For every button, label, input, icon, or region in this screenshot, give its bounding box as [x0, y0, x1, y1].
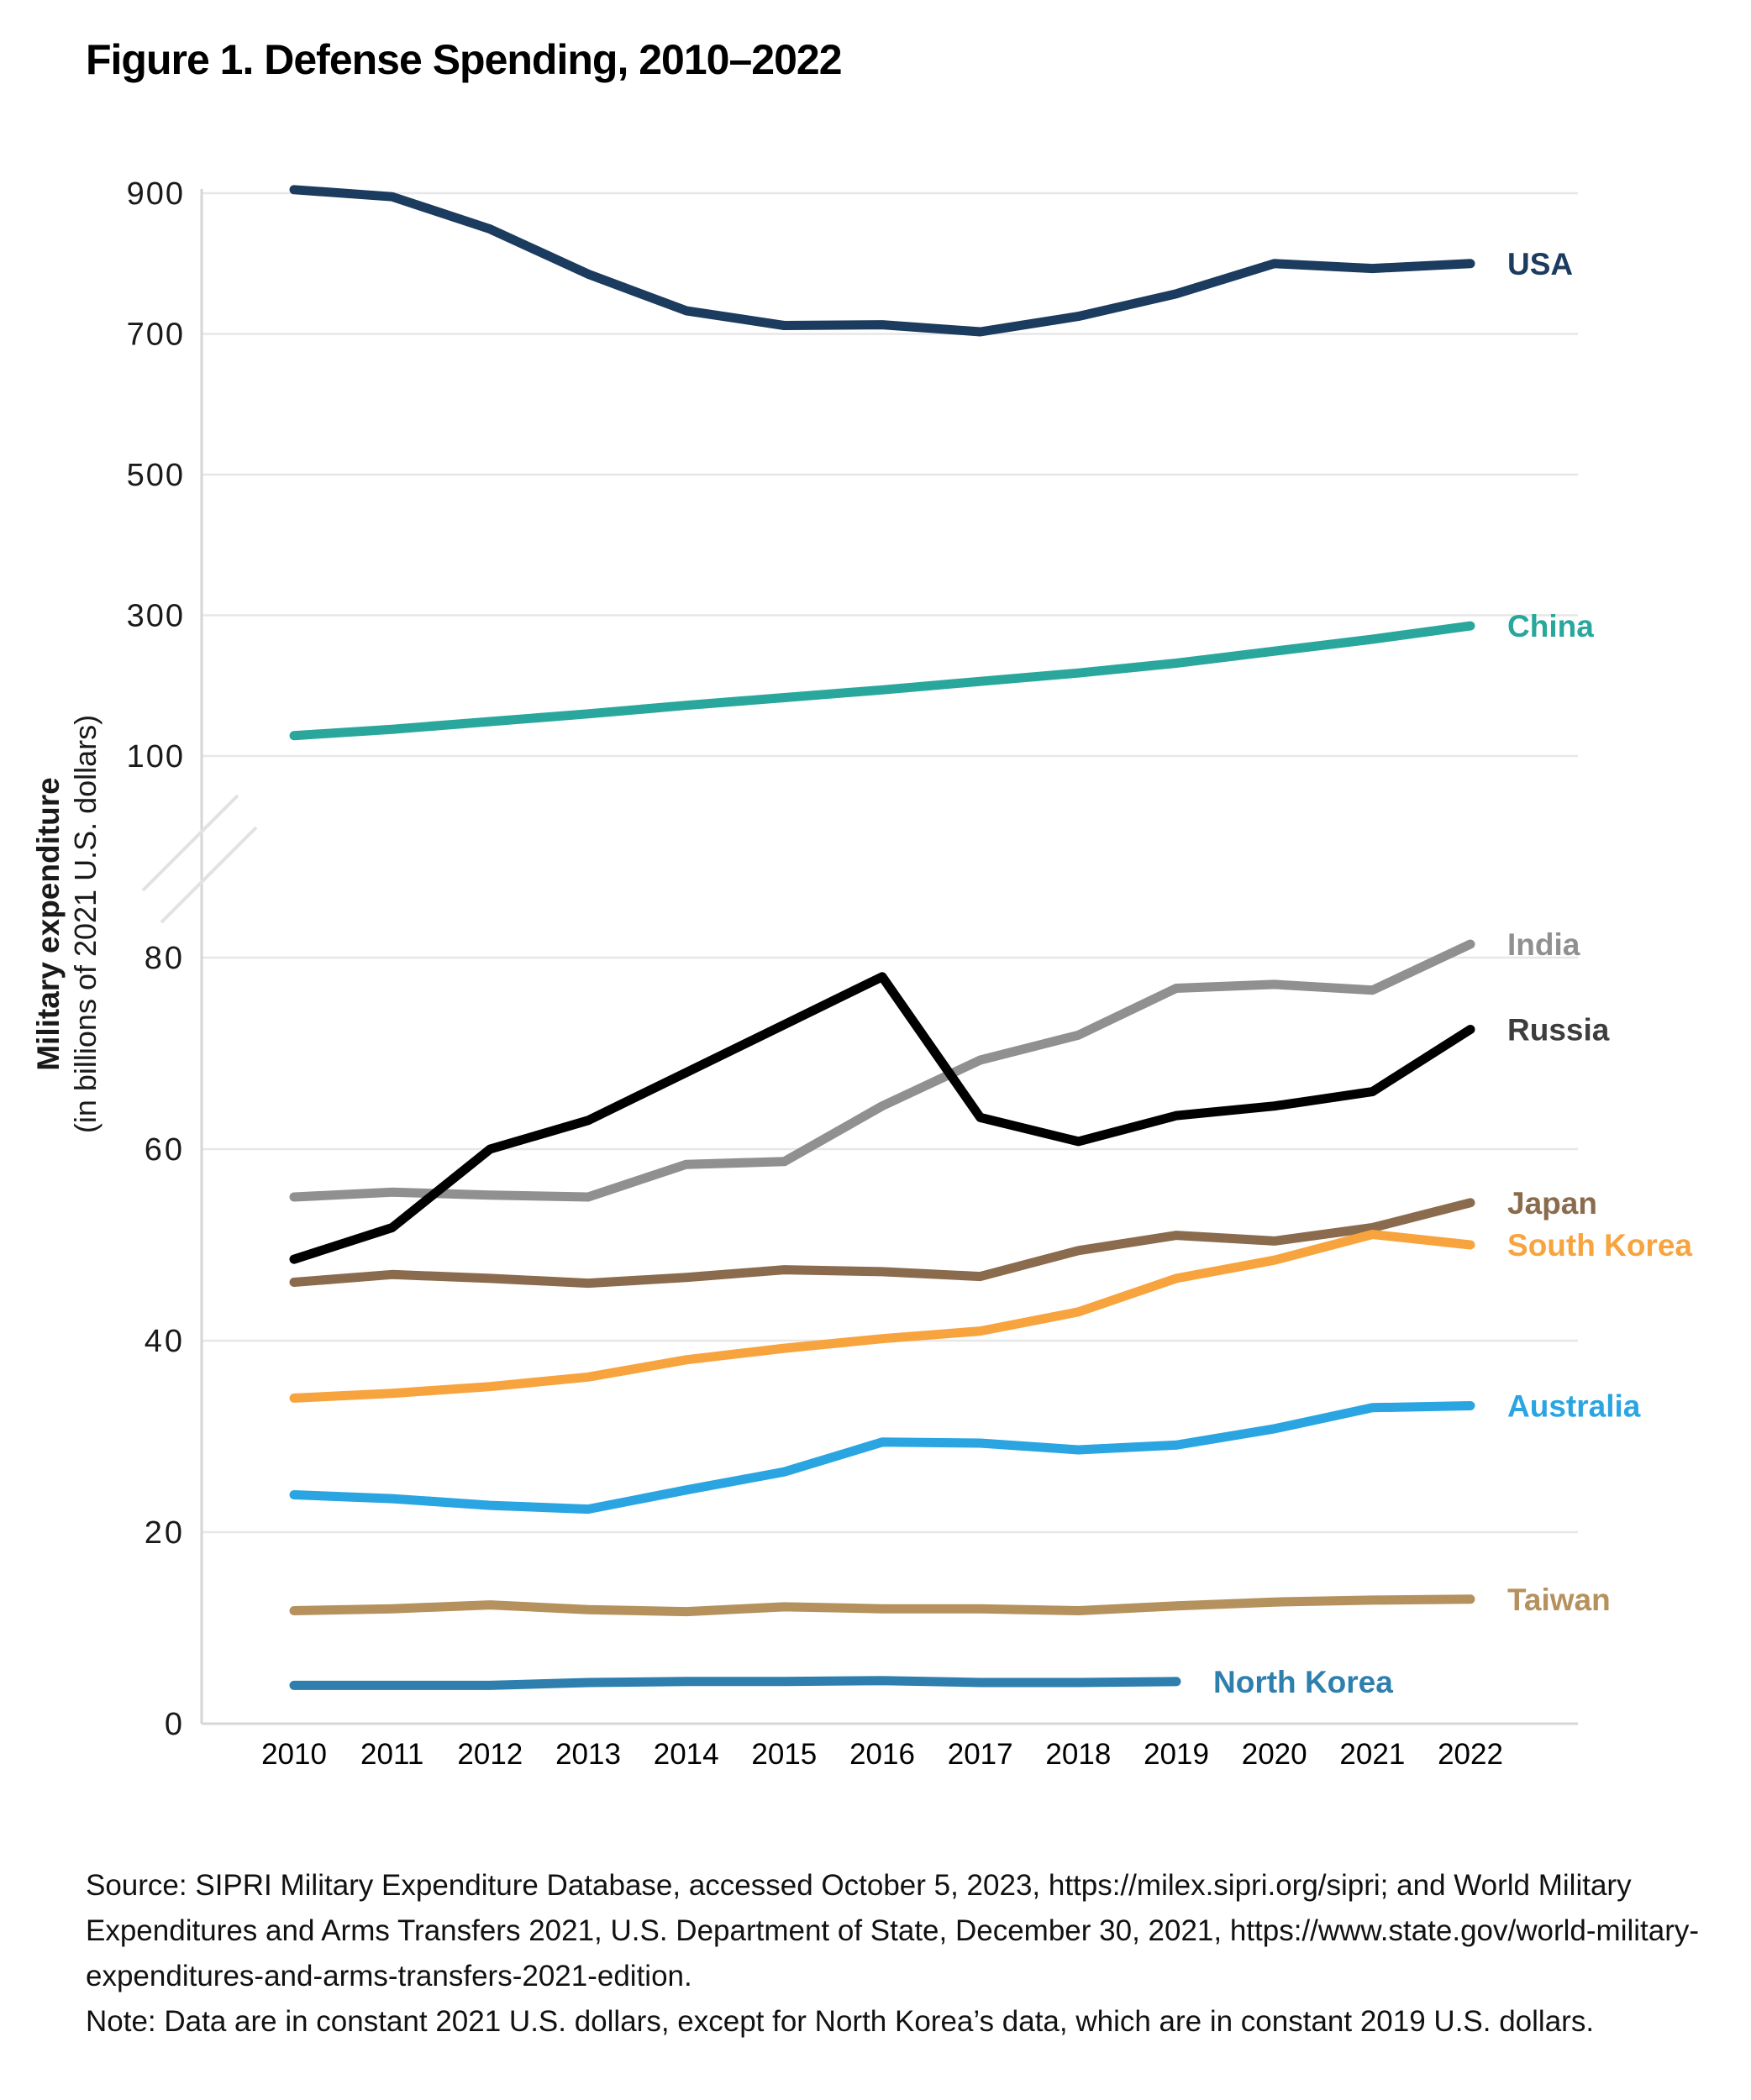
source-note: Source: SIPRI Military Expenditure Datab… [86, 1863, 1699, 2045]
source-line: Source: SIPRI Military Expenditure Datab… [86, 1869, 1632, 1902]
series-line-south-korea [289, 1230, 1475, 1403]
series-label-japan: Japan [1507, 1186, 1597, 1221]
series-label-australia: Australia [1507, 1389, 1641, 1424]
y-tick-label-40: 40 [145, 1324, 185, 1359]
series-line-usa [289, 185, 1475, 337]
x-tick-label-2012: 2012 [457, 1738, 523, 1771]
series-label-taiwan: Taiwan [1507, 1583, 1611, 1617]
source-line: expenditures-and-arms-transfers-2021-edi… [86, 1960, 692, 1992]
x-tick-label-2011: 2011 [360, 1738, 423, 1771]
series-line-india [289, 939, 1475, 1202]
y-tick-label-80: 80 [145, 941, 185, 976]
note-line: Note: Data are in constant 2021 U.S. dol… [86, 2005, 1595, 2038]
series-label-usa: USA [1507, 247, 1573, 281]
x-tick-label-2010: 2010 [261, 1738, 327, 1771]
series-label-russia: Russia [1507, 1013, 1610, 1047]
axis-break-mark [141, 794, 239, 892]
y-tick-label-900: 900 [127, 176, 185, 212]
x-tick-label-2019: 2019 [1144, 1738, 1209, 1771]
series-line-taiwan [289, 1594, 1475, 1617]
series-line-japan [289, 1198, 1475, 1289]
y-tick-label-60: 60 [145, 1132, 185, 1168]
x-tick-label-2016: 2016 [849, 1738, 915, 1771]
x-tick-label-2021: 2021 [1339, 1738, 1405, 1771]
series-label-south-korea: South Korea [1507, 1228, 1692, 1263]
series-label-india: India [1507, 927, 1580, 962]
y-tick-label-700: 700 [127, 318, 185, 353]
x-tick-label-2013: 2013 [555, 1738, 621, 1771]
series-line-china [289, 621, 1475, 741]
figure-title: Figure 1. Defense Spending, 2010–2022 [86, 36, 842, 83]
x-tick-label-2014: 2014 [654, 1738, 719, 1771]
series-line-australia [289, 1401, 1475, 1515]
series-line-russia [289, 972, 1475, 1264]
y-tick-label-500: 500 [127, 458, 185, 493]
x-tick-label-2022: 2022 [1438, 1738, 1503, 1771]
series-line-north-korea [289, 1676, 1181, 1690]
y-tick-label-300: 300 [127, 599, 185, 634]
y-tick-label-20: 20 [145, 1515, 185, 1551]
x-tick-label-2017: 2017 [948, 1738, 1013, 1771]
source-line: Expenditures and Arms Transfers 2021, U.… [86, 1914, 1700, 1947]
x-tick-label-2020: 2020 [1242, 1738, 1307, 1771]
x-tick-label-2015: 2015 [751, 1738, 817, 1771]
axis-break-mark [160, 826, 258, 924]
series-label-china: China [1507, 609, 1594, 643]
x-tick-label-2018: 2018 [1045, 1738, 1111, 1771]
y-tick-label-0: 0 [165, 1707, 185, 1742]
y-tick-label-100: 100 [127, 739, 185, 774]
series-label-north-korea: North Korea [1213, 1665, 1393, 1699]
